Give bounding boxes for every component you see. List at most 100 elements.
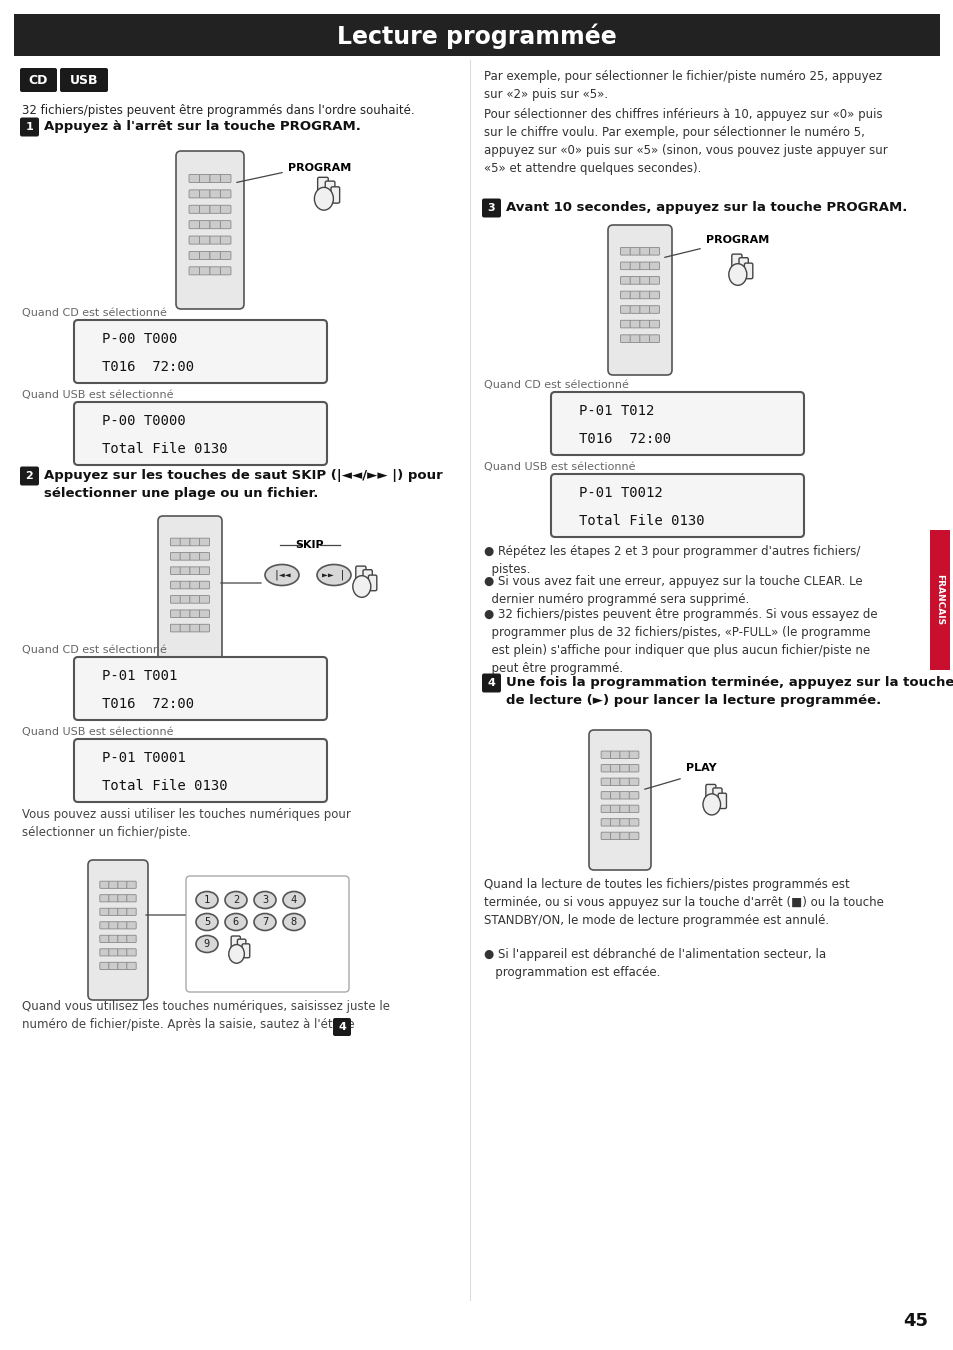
FancyBboxPatch shape — [731, 254, 741, 277]
Ellipse shape — [253, 891, 275, 909]
FancyBboxPatch shape — [199, 595, 210, 603]
FancyBboxPatch shape — [189, 267, 199, 275]
Text: sélectionner une plage ou un fichier.: sélectionner une plage ou un fichier. — [44, 487, 318, 500]
FancyBboxPatch shape — [100, 895, 109, 902]
FancyBboxPatch shape — [629, 778, 639, 786]
Text: Total File 0130: Total File 0130 — [102, 441, 228, 456]
Text: Quand USB est sélectionné: Quand USB est sélectionné — [22, 728, 173, 737]
Text: Une fois la programmation terminée, appuyez sur la touche
de lecture (►) pour la: Une fois la programmation terminée, appu… — [505, 676, 953, 707]
Ellipse shape — [195, 936, 218, 953]
FancyBboxPatch shape — [649, 247, 659, 255]
Text: 8: 8 — [291, 917, 296, 927]
FancyBboxPatch shape — [619, 292, 630, 298]
Ellipse shape — [225, 914, 247, 930]
Text: T016  72:00: T016 72:00 — [578, 432, 671, 446]
Text: Quand la lecture de toutes les fichiers/pistes programmés est
terminée, ou si vo: Quand la lecture de toutes les fichiers/… — [483, 878, 882, 927]
FancyBboxPatch shape — [639, 247, 649, 255]
FancyBboxPatch shape — [630, 320, 639, 328]
FancyBboxPatch shape — [171, 582, 180, 589]
FancyBboxPatch shape — [171, 539, 180, 545]
FancyBboxPatch shape — [588, 730, 650, 869]
FancyBboxPatch shape — [629, 818, 639, 826]
FancyBboxPatch shape — [109, 882, 118, 888]
Text: Quand vous utilisez les touches numériques, saisissez juste le
numéro de fichier: Quand vous utilisez les touches numériqu… — [22, 1000, 390, 1031]
FancyBboxPatch shape — [127, 936, 136, 942]
Text: P-00 T0000: P-00 T0000 — [102, 414, 186, 428]
FancyBboxPatch shape — [180, 552, 190, 560]
Text: 1: 1 — [204, 895, 210, 905]
FancyBboxPatch shape — [180, 539, 190, 545]
FancyBboxPatch shape — [619, 791, 629, 799]
FancyBboxPatch shape — [649, 262, 659, 270]
FancyBboxPatch shape — [325, 181, 335, 201]
FancyBboxPatch shape — [619, 320, 630, 328]
FancyBboxPatch shape — [610, 791, 619, 799]
FancyBboxPatch shape — [355, 566, 366, 589]
Text: P-00 T000: P-00 T000 — [102, 332, 177, 346]
Text: Quand USB est sélectionné: Quand USB est sélectionné — [483, 462, 635, 472]
FancyBboxPatch shape — [118, 882, 127, 888]
FancyBboxPatch shape — [705, 784, 715, 807]
FancyBboxPatch shape — [190, 539, 199, 545]
FancyBboxPatch shape — [189, 174, 199, 182]
FancyBboxPatch shape — [199, 236, 210, 244]
Ellipse shape — [265, 564, 298, 586]
FancyBboxPatch shape — [190, 567, 199, 575]
FancyBboxPatch shape — [220, 220, 231, 228]
FancyBboxPatch shape — [180, 582, 190, 589]
Text: ● Répétez les étapes 2 et 3 pour programmer d'autres fichiers/
  pistes.: ● Répétez les étapes 2 et 3 pour program… — [483, 545, 860, 576]
FancyBboxPatch shape — [610, 751, 619, 759]
Bar — [929, 531, 949, 670]
FancyBboxPatch shape — [619, 277, 630, 285]
FancyBboxPatch shape — [600, 818, 610, 826]
FancyBboxPatch shape — [610, 764, 619, 772]
FancyBboxPatch shape — [600, 778, 610, 786]
FancyBboxPatch shape — [220, 251, 231, 259]
Ellipse shape — [353, 575, 371, 597]
FancyBboxPatch shape — [630, 305, 639, 313]
FancyBboxPatch shape — [220, 236, 231, 244]
Text: 9: 9 — [204, 940, 210, 949]
FancyBboxPatch shape — [109, 936, 118, 942]
FancyBboxPatch shape — [619, 778, 629, 786]
FancyBboxPatch shape — [231, 936, 240, 956]
Text: P-01 T0001: P-01 T0001 — [102, 751, 186, 765]
FancyBboxPatch shape — [551, 392, 803, 455]
FancyBboxPatch shape — [600, 764, 610, 772]
Text: 6: 6 — [233, 917, 239, 927]
FancyBboxPatch shape — [199, 567, 210, 575]
Ellipse shape — [195, 891, 218, 909]
FancyBboxPatch shape — [88, 860, 148, 1000]
FancyBboxPatch shape — [171, 552, 180, 560]
FancyBboxPatch shape — [210, 251, 220, 259]
FancyBboxPatch shape — [743, 263, 752, 278]
Ellipse shape — [225, 891, 247, 909]
FancyBboxPatch shape — [639, 320, 649, 328]
FancyBboxPatch shape — [629, 791, 639, 799]
FancyBboxPatch shape — [630, 247, 639, 255]
Text: P-01 T0012: P-01 T0012 — [578, 486, 662, 500]
FancyBboxPatch shape — [331, 186, 339, 202]
Text: ● 32 fichiers/pistes peuvent être programmés. Si vous essayez de
  programmer pl: ● 32 fichiers/pistes peuvent être progra… — [483, 608, 877, 675]
FancyBboxPatch shape — [199, 552, 210, 560]
FancyBboxPatch shape — [619, 247, 630, 255]
FancyBboxPatch shape — [189, 190, 199, 198]
FancyBboxPatch shape — [118, 922, 127, 929]
FancyBboxPatch shape — [171, 610, 180, 617]
Text: 3: 3 — [262, 895, 268, 905]
Text: Total File 0130: Total File 0130 — [578, 513, 704, 528]
FancyBboxPatch shape — [118, 936, 127, 942]
FancyBboxPatch shape — [109, 963, 118, 969]
FancyBboxPatch shape — [199, 610, 210, 617]
FancyBboxPatch shape — [190, 595, 199, 603]
FancyBboxPatch shape — [74, 320, 327, 383]
FancyBboxPatch shape — [158, 516, 222, 664]
FancyBboxPatch shape — [639, 305, 649, 313]
Text: 4: 4 — [337, 1022, 346, 1031]
Text: 2: 2 — [26, 471, 33, 481]
Ellipse shape — [316, 564, 351, 586]
Ellipse shape — [229, 945, 244, 964]
FancyBboxPatch shape — [649, 292, 659, 298]
FancyBboxPatch shape — [189, 251, 199, 259]
Text: USB: USB — [70, 74, 98, 88]
